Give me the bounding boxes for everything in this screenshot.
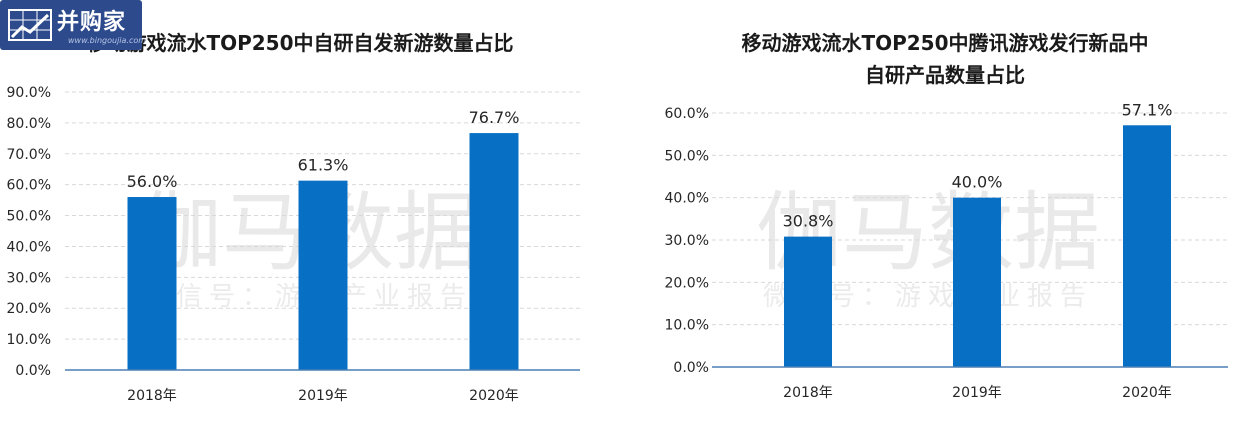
y-tick-label: 30.0% <box>7 270 51 286</box>
y-tick-label: 90.0% <box>7 85 51 101</box>
chart-title: 移动游戏流水TOP250中自研自发新游数量占比 <box>86 31 513 55</box>
brand-logo: 并购家 www.bingoujia.com <box>0 0 146 50</box>
bar <box>298 180 348 370</box>
y-tick-label: 10.0% <box>665 318 709 334</box>
bar-value-label: 30.8% <box>783 212 834 231</box>
bar-value-label: 61.3% <box>298 156 349 175</box>
y-tick-label: 70.0% <box>7 147 51 163</box>
y-tick-label: 60.0% <box>7 178 51 194</box>
bar-value-label: 76.7% <box>469 108 520 127</box>
y-tick-label: 10.0% <box>7 332 51 348</box>
y-tick-label: 30.0% <box>665 233 709 249</box>
bar-value-label: 57.1% <box>1122 100 1173 119</box>
y-tick-label: 50.0% <box>7 209 51 225</box>
y-tick-label: 50.0% <box>665 148 709 164</box>
bar-value-label: 40.0% <box>952 173 1003 192</box>
x-tick-label: 2019年 <box>952 385 1002 401</box>
x-tick-label: 2020年 <box>1122 385 1172 401</box>
y-tick-label: 40.0% <box>665 191 709 207</box>
y-tick-label: 20.0% <box>7 301 51 317</box>
chart-right: 伽马数据微信号：游戏产业报告移动游戏流水TOP250中腾讯游戏发行新品中自研产品… <box>665 31 1228 401</box>
x-tick-label: 2019年 <box>298 388 348 404</box>
y-tick-label: 20.0% <box>665 275 709 291</box>
y-tick-label: 40.0% <box>7 239 51 255</box>
bar <box>1123 125 1171 367</box>
x-tick-label: 2020年 <box>469 388 519 404</box>
x-tick-label: 2018年 <box>127 388 177 404</box>
chart-trend-icon <box>8 9 52 41</box>
x-tick-label: 2018年 <box>783 385 833 401</box>
bar <box>127 197 177 370</box>
chart-title: 自研产品数量占比 <box>865 63 1025 87</box>
chart-left: 伽马数据微信号：游戏产业报告移动游戏流水TOP250中自研自发新游数量占比0.0… <box>7 31 580 404</box>
bar <box>784 236 832 367</box>
logo-name: 并购家 <box>57 10 127 35</box>
y-tick-label: 80.0% <box>7 116 51 132</box>
bar <box>469 133 519 370</box>
y-tick-label: 0.0% <box>15 363 51 379</box>
chart-title: 移动游戏流水TOP250中腾讯游戏发行新品中 <box>741 31 1148 55</box>
y-tick-label: 0.0% <box>673 360 709 376</box>
y-tick-label: 60.0% <box>665 106 709 122</box>
bar-value-label: 56.0% <box>127 172 178 191</box>
logo-url: www.bingoujia.com <box>68 36 147 45</box>
bar <box>953 197 1001 367</box>
